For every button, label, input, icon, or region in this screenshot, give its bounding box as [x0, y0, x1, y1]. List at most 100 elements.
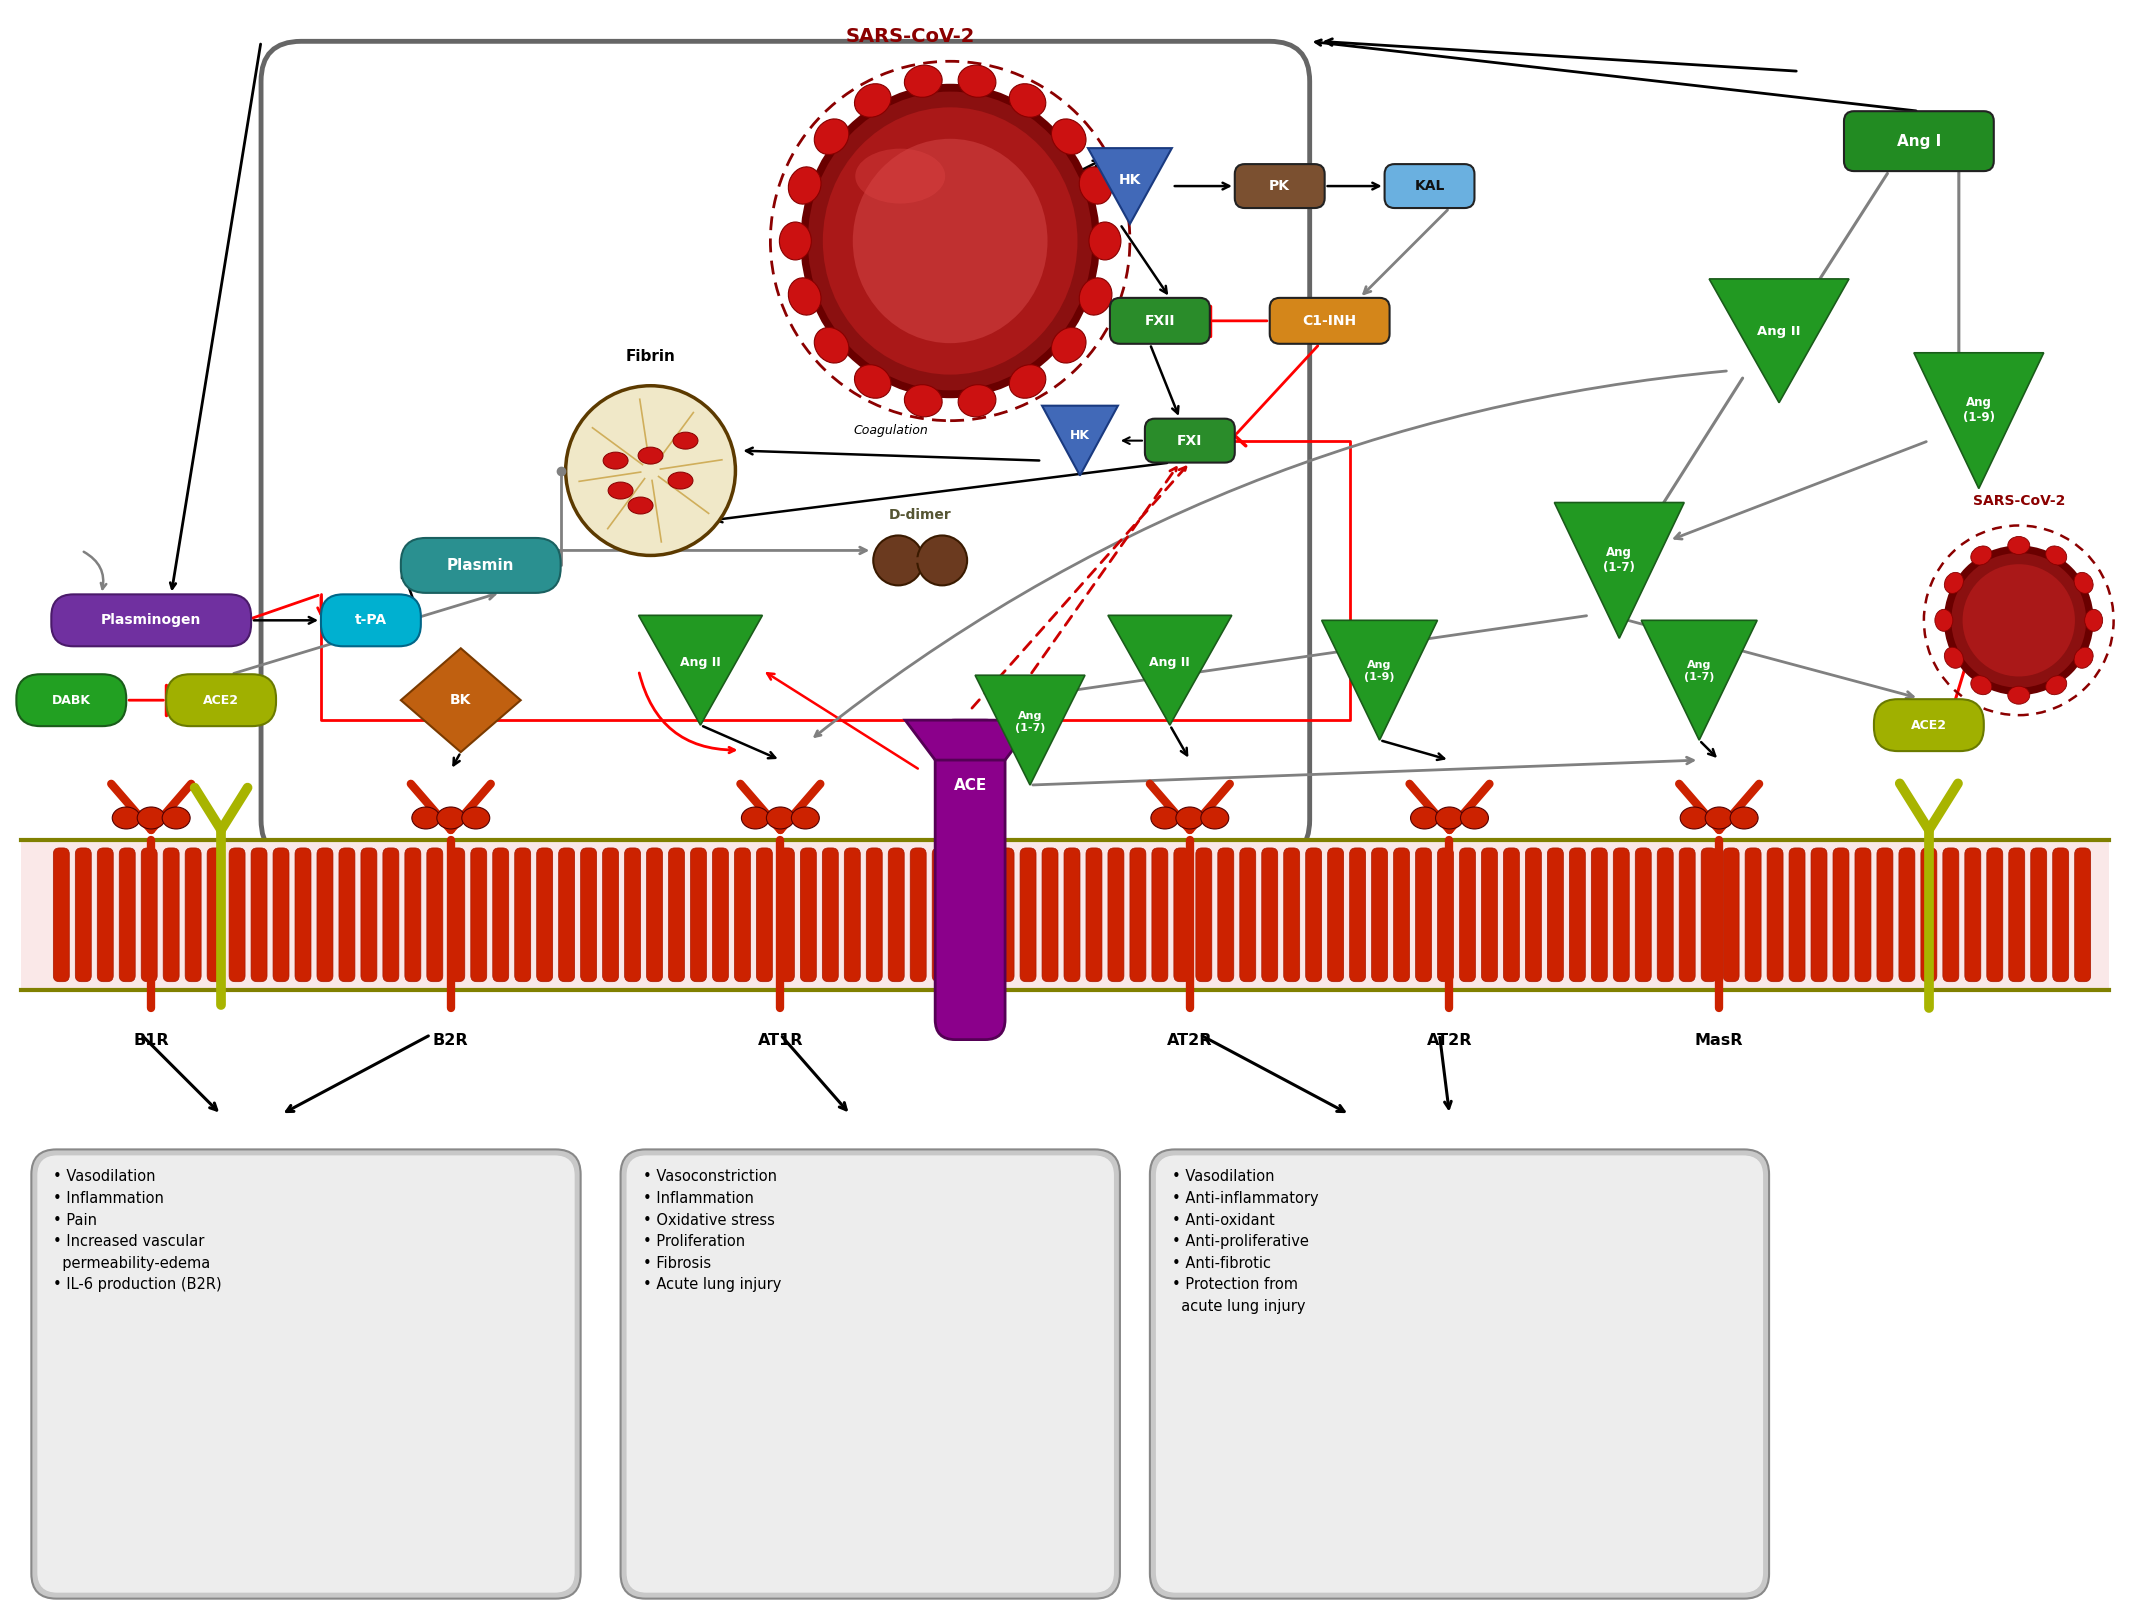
FancyBboxPatch shape	[1217, 847, 1234, 982]
Ellipse shape	[673, 433, 699, 449]
FancyBboxPatch shape	[931, 847, 948, 982]
Text: t-PA: t-PA	[356, 614, 388, 627]
Ellipse shape	[1078, 277, 1112, 316]
Ellipse shape	[814, 118, 848, 154]
FancyBboxPatch shape	[1767, 847, 1784, 982]
FancyBboxPatch shape	[1843, 112, 1995, 172]
FancyBboxPatch shape	[1658, 847, 1673, 982]
FancyBboxPatch shape	[624, 847, 641, 982]
FancyBboxPatch shape	[1174, 847, 1189, 982]
FancyBboxPatch shape	[1899, 847, 1916, 982]
FancyBboxPatch shape	[603, 847, 618, 982]
Text: Ang II: Ang II	[1149, 656, 1191, 669]
Ellipse shape	[1943, 572, 1963, 593]
Ellipse shape	[1963, 564, 2076, 677]
FancyBboxPatch shape	[1283, 847, 1300, 982]
FancyBboxPatch shape	[537, 847, 552, 982]
FancyBboxPatch shape	[1811, 847, 1826, 982]
FancyBboxPatch shape	[1328, 847, 1345, 982]
FancyBboxPatch shape	[757, 847, 771, 982]
FancyBboxPatch shape	[669, 847, 684, 982]
Ellipse shape	[823, 107, 1078, 374]
Ellipse shape	[1151, 807, 1178, 829]
Text: ACE2: ACE2	[1912, 719, 1948, 732]
FancyBboxPatch shape	[867, 847, 882, 982]
Text: Coagulation: Coagulation	[855, 424, 929, 437]
FancyBboxPatch shape	[53, 847, 70, 982]
FancyBboxPatch shape	[51, 595, 251, 646]
FancyBboxPatch shape	[471, 847, 486, 982]
Ellipse shape	[1411, 807, 1438, 829]
FancyBboxPatch shape	[823, 847, 837, 982]
FancyBboxPatch shape	[844, 847, 861, 982]
Text: AT2R: AT2R	[1168, 1032, 1213, 1048]
FancyBboxPatch shape	[1965, 847, 1982, 982]
FancyBboxPatch shape	[620, 1150, 1121, 1599]
FancyBboxPatch shape	[318, 847, 332, 982]
FancyBboxPatch shape	[1129, 847, 1146, 982]
Text: SARS-CoV-2: SARS-CoV-2	[1973, 494, 2065, 507]
Ellipse shape	[1679, 807, 1709, 829]
FancyBboxPatch shape	[1108, 847, 1123, 982]
FancyBboxPatch shape	[955, 847, 970, 982]
FancyBboxPatch shape	[558, 847, 575, 982]
Ellipse shape	[855, 364, 891, 399]
FancyBboxPatch shape	[273, 847, 290, 982]
FancyBboxPatch shape	[322, 595, 420, 646]
Ellipse shape	[959, 384, 995, 416]
FancyBboxPatch shape	[75, 847, 92, 982]
FancyBboxPatch shape	[207, 847, 224, 982]
FancyBboxPatch shape	[2031, 847, 2046, 982]
FancyBboxPatch shape	[646, 847, 663, 982]
FancyBboxPatch shape	[910, 847, 927, 982]
FancyBboxPatch shape	[2076, 847, 2091, 982]
Polygon shape	[1321, 620, 1438, 740]
FancyBboxPatch shape	[1613, 847, 1630, 982]
Circle shape	[916, 536, 967, 585]
FancyBboxPatch shape	[1679, 847, 1694, 982]
Ellipse shape	[1971, 676, 1992, 695]
Text: KAL: KAL	[1415, 180, 1445, 193]
Ellipse shape	[1436, 807, 1464, 829]
FancyBboxPatch shape	[1547, 847, 1564, 982]
Text: D-dimer: D-dimer	[889, 509, 953, 523]
FancyBboxPatch shape	[492, 847, 509, 982]
FancyBboxPatch shape	[1385, 164, 1475, 207]
Ellipse shape	[2084, 609, 2103, 632]
Ellipse shape	[2073, 648, 2093, 669]
FancyBboxPatch shape	[1155, 1155, 1762, 1592]
FancyBboxPatch shape	[294, 847, 311, 982]
Text: FXI: FXI	[1176, 434, 1202, 447]
Text: Ang
(1-9): Ang (1-9)	[1963, 397, 1995, 424]
Polygon shape	[401, 648, 520, 752]
Text: Ang I: Ang I	[1897, 133, 1941, 149]
Polygon shape	[1042, 405, 1119, 476]
Text: • Vasoconstriction
• Inflammation
• Oxidative stress
• Proliferation
• Fibrosis
: • Vasoconstriction • Inflammation • Oxid…	[644, 1170, 780, 1293]
FancyBboxPatch shape	[32, 1150, 580, 1599]
FancyBboxPatch shape	[690, 847, 707, 982]
FancyBboxPatch shape	[936, 721, 1006, 1040]
Ellipse shape	[1460, 807, 1487, 829]
Ellipse shape	[801, 84, 1100, 399]
FancyBboxPatch shape	[1920, 847, 1937, 982]
Text: • Vasodilation
• Inflammation
• Pain
• Increased vascular
  permeability-edema
•: • Vasodilation • Inflammation • Pain • I…	[53, 1170, 222, 1293]
Ellipse shape	[788, 167, 820, 204]
FancyBboxPatch shape	[801, 847, 816, 982]
FancyBboxPatch shape	[401, 538, 560, 593]
FancyBboxPatch shape	[1745, 847, 1760, 982]
FancyBboxPatch shape	[976, 847, 993, 982]
Ellipse shape	[667, 471, 693, 489]
FancyBboxPatch shape	[1270, 298, 1389, 343]
FancyBboxPatch shape	[1854, 847, 1871, 982]
FancyBboxPatch shape	[141, 847, 158, 982]
Polygon shape	[639, 616, 763, 726]
FancyBboxPatch shape	[1833, 847, 1850, 982]
Ellipse shape	[629, 497, 652, 514]
Ellipse shape	[855, 149, 946, 204]
Text: Ang
(1-9): Ang (1-9)	[1364, 661, 1396, 682]
Ellipse shape	[462, 807, 490, 829]
Ellipse shape	[959, 65, 995, 97]
Text: Ang II: Ang II	[680, 656, 720, 669]
Ellipse shape	[788, 277, 820, 316]
Ellipse shape	[1943, 546, 2093, 695]
